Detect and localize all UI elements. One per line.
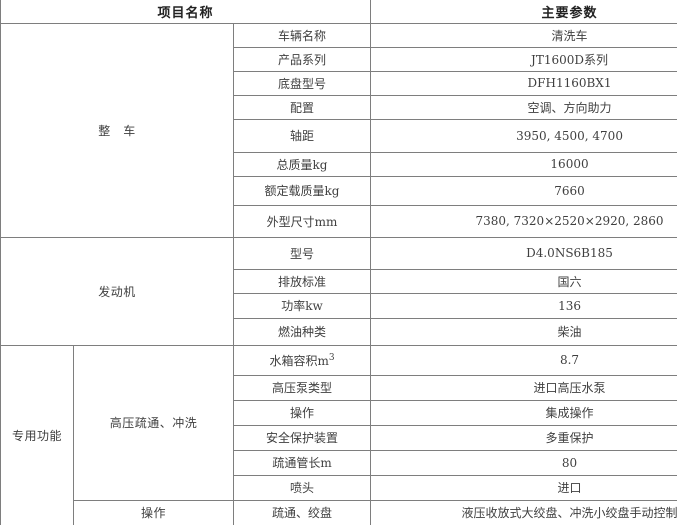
header-main-params: 主要参数: [370, 0, 677, 24]
group-cell-whole-vehicle: 整 车: [0, 22, 234, 238]
param-value: 80: [370, 449, 677, 476]
param-value: JT1600D系列: [370, 46, 677, 72]
param-value: 136: [370, 292, 677, 319]
param-label: 底盘型号: [232, 70, 372, 96]
param-value: 进口: [370, 474, 677, 501]
param-label: 外型尺寸mm: [232, 204, 372, 238]
param-label: 疏通管长m: [232, 449, 372, 476]
param-label: 配置: [232, 94, 372, 120]
param-value: 3950, 4500, 4700: [370, 118, 677, 153]
param-label: 车辆名称: [232, 22, 372, 48]
table-header-row: 项目名称 主要参数: [0, 0, 677, 24]
table-row: 排放标准 国六: [1, 268, 677, 294]
param-value: 国六: [370, 268, 677, 294]
group-cell-engine: 发动机: [0, 236, 234, 346]
table-row: 轴距 3950, 4500, 4700: [1, 118, 677, 153]
param-label: 总质量kg: [232, 151, 372, 177]
param-label: 燃油种类: [232, 317, 372, 346]
param-value: 进口高压水泵: [370, 374, 677, 401]
header-item-name: 项目名称: [0, 0, 372, 24]
param-label: 排放标准: [232, 268, 372, 294]
table-row: 高压泵类型 进口高压水泵: [1, 374, 677, 401]
superscript: 3: [328, 352, 335, 363]
subgroup-cell-hp-dredge-flush: 高压疏通、冲洗: [73, 344, 234, 501]
param-label: 产品系列: [232, 46, 372, 72]
param-label: 额定载质量kg: [232, 175, 372, 206]
table-row: 功率kw 136: [1, 292, 677, 319]
param-value: 液压收放式大绞盘、冲洗小绞盘手动控制: [370, 499, 677, 525]
param-label: 轴距: [232, 118, 372, 153]
param-value: 空调、方向助力: [370, 94, 677, 120]
table-row: 整 车 车辆名称 清洗车: [0, 22, 677, 238]
table-row: 专用功能 高压疏通、冲洗 水箱容积m3 8.7: [0, 344, 677, 525]
param-value: 清洗车: [370, 22, 677, 48]
group-cell-special-functions: 专用功能: [0, 344, 74, 525]
param-label: 安全保护装置: [232, 424, 372, 451]
param-label: 功率kw: [232, 292, 372, 319]
param-label: 疏通、绞盘: [232, 499, 372, 525]
param-label: 喷头: [232, 474, 372, 501]
param-value: 16000: [370, 151, 677, 177]
table-row: 配置 空调、方向助力: [1, 94, 677, 120]
param-value: 集成操作: [370, 399, 677, 426]
param-label-text: 水箱容积m: [269, 353, 329, 368]
table-row: 外型尺寸mm 7380, 7320×2520×2920, 2860: [1, 204, 677, 238]
param-value: 7660: [370, 175, 677, 206]
table-row: 操作 疏通、绞盘 液压收放式大绞盘、冲洗小绞盘手动控制: [1, 499, 677, 525]
table-row: 发动机 型号 D4.0NS6B185: [0, 236, 677, 346]
param-label: 高压泵类型: [232, 374, 372, 401]
param-value: D4.0NS6B185: [370, 236, 677, 270]
param-value: DFH1160BX1: [370, 70, 677, 96]
param-label: 水箱容积m3: [232, 344, 372, 376]
subgroup-cell-operation: 操作: [73, 499, 234, 525]
param-value: 柴油: [370, 317, 677, 346]
param-label: 操作: [232, 399, 372, 426]
param-value: 8.7: [370, 344, 677, 376]
param-value: 多重保护: [370, 424, 677, 451]
param-value: 7380, 7320×2520×2920, 2860: [370, 204, 677, 238]
table-row: 操作 集成操作: [1, 399, 677, 426]
table-row: 额定载质量kg 7660: [1, 175, 677, 206]
param-label: 型号: [232, 236, 372, 270]
table-row: 燃油种类 柴油: [1, 317, 677, 346]
